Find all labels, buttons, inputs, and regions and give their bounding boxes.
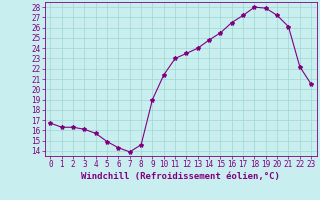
X-axis label: Windchill (Refroidissement éolien,°C): Windchill (Refroidissement éolien,°C) (81, 172, 280, 181)
